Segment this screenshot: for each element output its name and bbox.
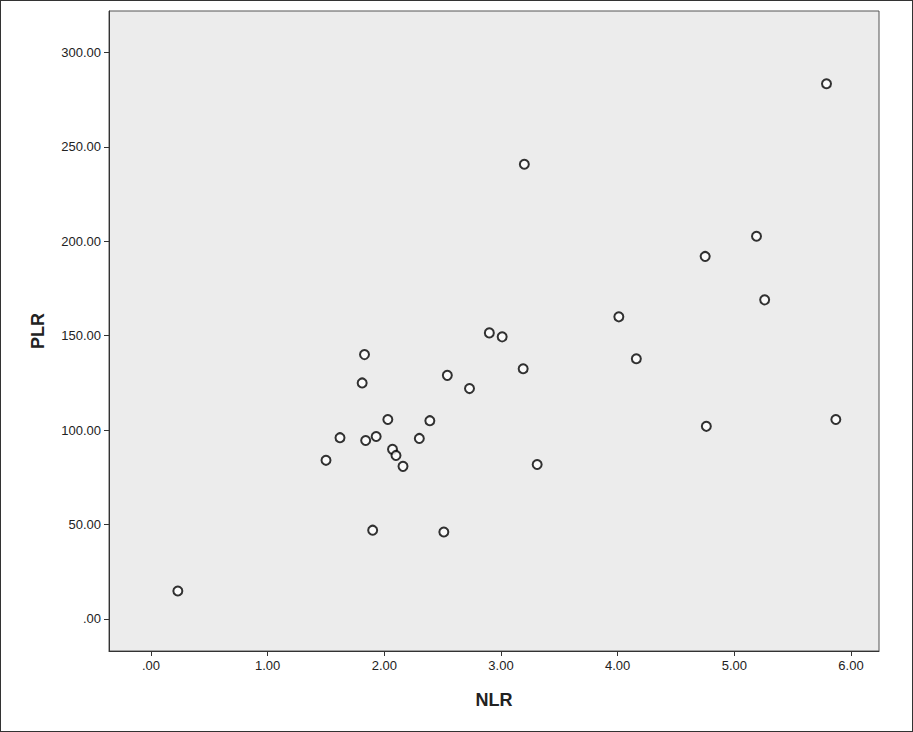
svg-text:PLR: PLR xyxy=(28,313,48,349)
svg-text:3.00: 3.00 xyxy=(488,658,513,673)
svg-text:250.00: 250.00 xyxy=(61,139,101,154)
svg-text:150.00: 150.00 xyxy=(61,328,101,343)
svg-text:300.00: 300.00 xyxy=(61,45,101,60)
svg-text:NLR: NLR xyxy=(476,690,513,710)
svg-text:200.00: 200.00 xyxy=(61,234,101,249)
svg-text:.00: .00 xyxy=(83,611,101,626)
svg-text:50.00: 50.00 xyxy=(68,517,101,532)
svg-text:4.00: 4.00 xyxy=(605,658,630,673)
svg-text:2.00: 2.00 xyxy=(372,658,397,673)
svg-text:.00: .00 xyxy=(142,658,160,673)
svg-text:6.00: 6.00 xyxy=(838,658,863,673)
svg-text:100.00: 100.00 xyxy=(61,423,101,438)
svg-text:1.00: 1.00 xyxy=(255,658,280,673)
svg-text:5.00: 5.00 xyxy=(722,658,747,673)
